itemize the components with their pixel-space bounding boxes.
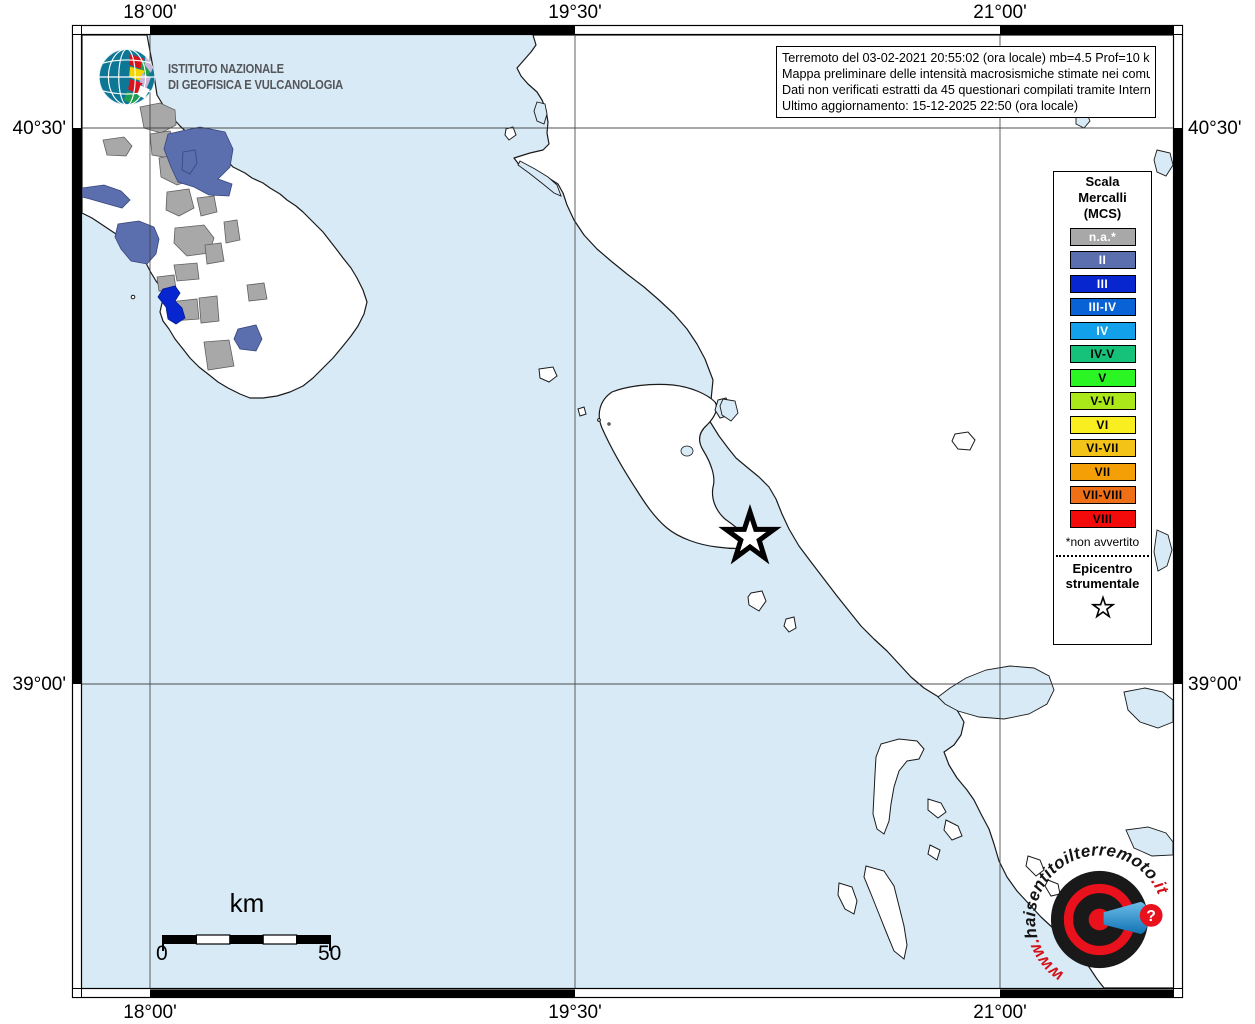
legend-chip-vii-viii: VII-VIII xyxy=(1069,486,1136,504)
ingv-logo-text: ISTITUTO NAZIONALE DI GEOFISICA E VULCAN… xyxy=(168,61,343,93)
logo-question-mark: ? xyxy=(1146,908,1155,925)
intensity-legend: Scala Mercalli (MCS) n.a.* II III III-IV… xyxy=(1053,171,1152,645)
logo-question-ball xyxy=(1139,904,1163,927)
ingv-globe-icon xyxy=(99,49,155,105)
legend-chip-iii: III xyxy=(1069,274,1136,293)
epicenter-star xyxy=(718,503,782,565)
legend-chip-viii: VIII xyxy=(1069,509,1136,528)
axis-label-top-3: 21°00' xyxy=(973,2,1027,23)
municipalities-ii xyxy=(81,126,263,352)
legend-chip-vi: VI xyxy=(1069,415,1136,434)
municipalities-na xyxy=(102,102,268,371)
land-mainland xyxy=(513,34,1174,989)
ingv-logo-line1: ISTITUTO NAZIONALE xyxy=(168,61,284,76)
info-line-event: Terremoto del 03-02-2021 20:55:02 (ora l… xyxy=(782,51,1150,65)
axis-label-bottom-1: 18°00' xyxy=(123,1002,177,1023)
land-corfu xyxy=(598,383,756,550)
ingv-logo: ISTITUTO NAZIONALE DI GEOFISICA E VULCAN… xyxy=(96,46,372,108)
scale-bar-unit: km xyxy=(229,888,265,918)
lakes-and-gulfs xyxy=(517,101,1174,857)
legend-chip-iv: IV xyxy=(1069,321,1136,340)
scale-bar-end: 50 xyxy=(318,942,342,965)
axis-label-right-1: 40°30' xyxy=(1188,118,1242,139)
small-islands xyxy=(130,126,1061,960)
ingv-logo-line2: DI GEOFISICA E VULCANOLOGIA xyxy=(168,77,344,92)
axis-label-left-1: 40°30' xyxy=(12,118,67,139)
map-frame xyxy=(71,24,1184,999)
legend-divider xyxy=(1056,554,1149,557)
legend-chip-iv-v: IV-V xyxy=(1069,345,1136,363)
axis-label-top-2: 19°30' xyxy=(548,2,602,23)
legend-epicenter-label: Epicentro strumentale xyxy=(1054,561,1151,591)
corfu-lagoon xyxy=(680,445,694,457)
scale-bar: km 0 50 xyxy=(140,888,360,965)
axis-label-right-2: 39°00' xyxy=(1188,674,1242,695)
legend-title-line3: (MCS) xyxy=(1083,206,1122,221)
legend-chip-ii: II xyxy=(1069,251,1136,269)
graticule xyxy=(82,35,1173,988)
legend-chip-iii-iv: III-IV xyxy=(1069,298,1136,316)
scale-bar-start: 0 xyxy=(156,942,168,965)
logo-megaphone-icon xyxy=(1103,901,1149,934)
info-line-data: Dati non verificati estratti da 45 quest… xyxy=(782,83,1150,97)
legend-epicenter-line2: strumentale xyxy=(1065,575,1140,591)
legend-chip-na: n.a.* xyxy=(1069,227,1136,246)
legend-star-icon xyxy=(1090,594,1115,619)
legend-chip-vi-vii: VI-VII xyxy=(1069,439,1136,457)
legend-chip-v: V xyxy=(1069,368,1136,387)
scale-bar-graphic xyxy=(162,934,331,951)
legend-chip-v-vi: V-VI xyxy=(1069,392,1136,410)
axis-label-bottom-2: 19°30' xyxy=(548,1002,602,1023)
municipality-inner-border xyxy=(181,149,198,175)
haisentitoilterremoto-logo: ? www.haisentitoilterremoto.it xyxy=(1022,842,1172,985)
legend-epicenter-line1: Epicentro xyxy=(1072,560,1133,576)
legend-title: Scala Mercalli (MCS) xyxy=(1054,174,1151,222)
info-line-updated: Ultimo aggiornamento: 15-12-2025 22:50 (… xyxy=(782,99,1079,113)
legend-title-line2: Mercalli xyxy=(1078,190,1127,205)
axis-label-top-1: 18°00' xyxy=(123,2,177,23)
axis-label-bottom-3: 21°00' xyxy=(973,1002,1027,1023)
earthquake-info-box: Terremoto del 03-02-2021 20:55:02 (ora l… xyxy=(776,46,1156,118)
legend-title-line1: Scala xyxy=(1085,174,1120,189)
municipality-iii xyxy=(157,285,186,325)
legend-chip-vii: VII xyxy=(1069,462,1136,481)
info-line-map: Mappa preliminare delle intensità macros… xyxy=(782,67,1150,81)
legend-footnote: *non avvertito xyxy=(1065,534,1140,549)
axis-label-left-2: 39°00' xyxy=(12,674,67,695)
